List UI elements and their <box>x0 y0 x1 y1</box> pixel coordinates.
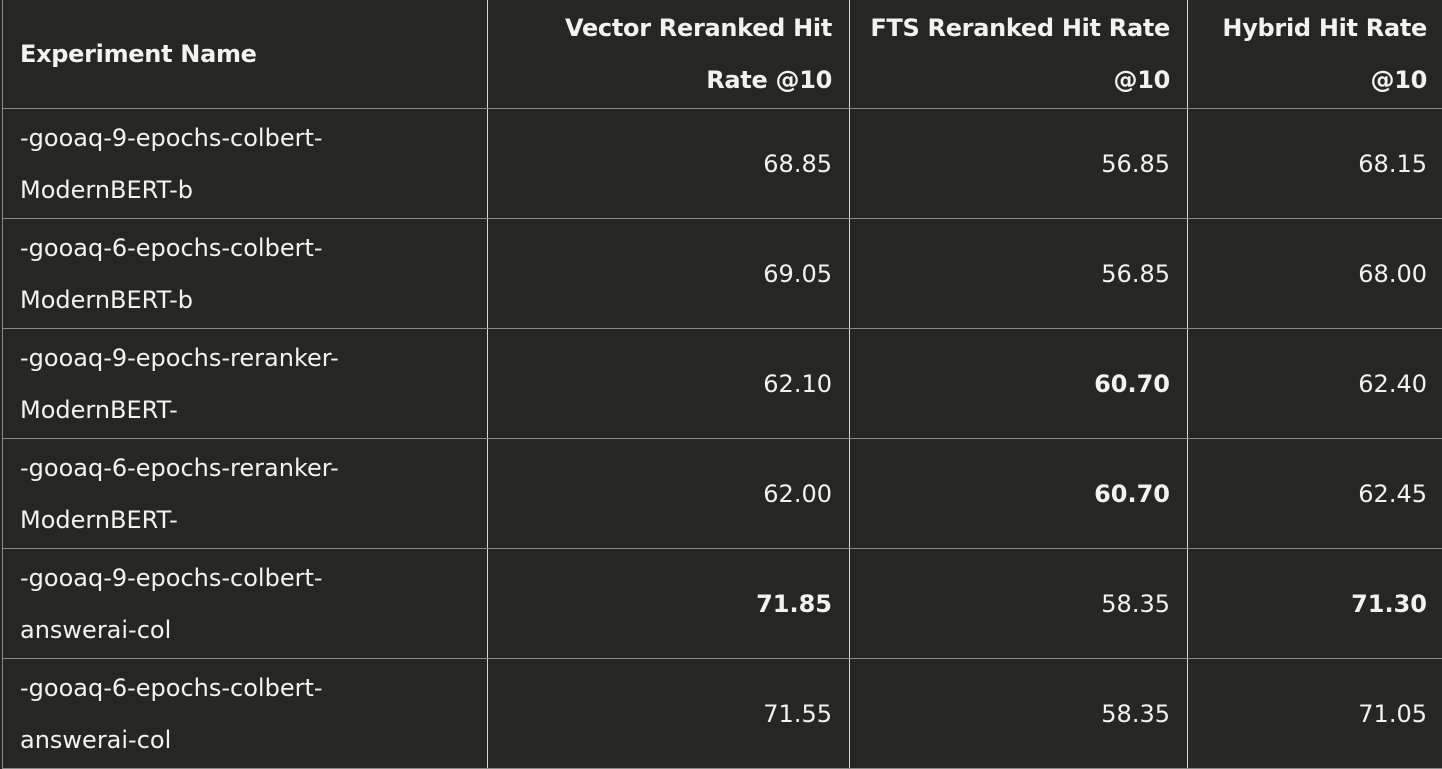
hybrid-hit-rate-cell: 71.30 <box>1188 549 1442 659</box>
vector-hit-rate-cell: 71.55 <box>488 659 850 769</box>
experiment-name-cell: -gooaq-6-epochs-colbert-answerai-col <box>3 659 488 769</box>
experiment-name-line: -gooaq-6-epochs-colbert- <box>20 662 470 714</box>
experiment-name-cell: -gooaq-9-epochs-colbert-answerai-col <box>3 549 488 659</box>
experiment-name-line: ModernBERT- <box>20 384 470 436</box>
experiment-name-line: answerai-col <box>20 714 470 766</box>
hybrid-hit-rate-cell: 68.00 <box>1188 219 1442 329</box>
experiment-name-cell: -gooaq-6-epochs-colbert-ModernBERT-b <box>3 219 488 329</box>
experiment-name-line: -gooaq-9-epochs-colbert- <box>20 552 470 604</box>
experiment-name-cell: -gooaq-6-epochs-reranker-ModernBERT- <box>3 439 488 549</box>
vector-hit-rate-cell: 62.10 <box>488 329 850 439</box>
experiment-name-cell: -gooaq-9-epochs-reranker-ModernBERT- <box>3 329 488 439</box>
fts-hit-rate-cell: 56.85 <box>850 109 1188 219</box>
experiment-name-line: -gooaq-6-epochs-colbert- <box>20 222 470 274</box>
experiment-name-line: -gooaq-6-epochs-reranker- <box>20 442 470 494</box>
header-row: Experiment Name Vector Reranked Hit Rate… <box>3 0 1442 109</box>
vector-hit-rate-cell: 69.05 <box>488 219 850 329</box>
experiment-name-line: ModernBERT-b <box>20 164 470 216</box>
vector-hit-rate-cell: 62.00 <box>488 439 850 549</box>
experiment-name-line: -gooaq-9-epochs-reranker- <box>20 332 470 384</box>
fts-hit-rate-cell: 58.35 <box>850 659 1188 769</box>
table-row: -gooaq-6-epochs-reranker-ModernBERT-62.0… <box>3 439 1442 549</box>
fts-hit-rate-cell: 58.35 <box>850 549 1188 659</box>
vector-hit-rate-cell: 68.85 <box>488 109 850 219</box>
experiment-name-line: ModernBERT-b <box>20 274 470 326</box>
header-hybrid-hit-rate: Hybrid Hit Rate @10 <box>1188 0 1442 109</box>
hybrid-hit-rate-cell: 71.05 <box>1188 659 1442 769</box>
fts-hit-rate-cell: 60.70 <box>850 439 1188 549</box>
header-vector-hit-rate: Vector Reranked Hit Rate @10 <box>488 0 850 109</box>
fts-hit-rate-cell: 60.70 <box>850 329 1188 439</box>
table-row: -gooaq-9-epochs-reranker-ModernBERT-62.1… <box>3 329 1442 439</box>
header-experiment-name: Experiment Name <box>3 0 488 109</box>
fts-hit-rate-cell: 56.85 <box>850 219 1188 329</box>
vector-hit-rate-cell: 71.85 <box>488 549 850 659</box>
hybrid-hit-rate-cell: 68.15 <box>1188 109 1442 219</box>
experiment-name-cell: -gooaq-9-epochs-colbert-ModernBERT-b <box>3 109 488 219</box>
experiment-name-line: ModernBERT- <box>20 494 470 546</box>
hybrid-hit-rate-cell: 62.40 <box>1188 329 1442 439</box>
experiment-name-line: answerai-col <box>20 604 470 656</box>
header-fts-hit-rate: FTS Reranked Hit Rate @10 <box>850 0 1188 109</box>
hybrid-hit-rate-cell: 62.45 <box>1188 439 1442 549</box>
experiment-name-line: -gooaq-9-epochs-colbert- <box>20 112 470 164</box>
